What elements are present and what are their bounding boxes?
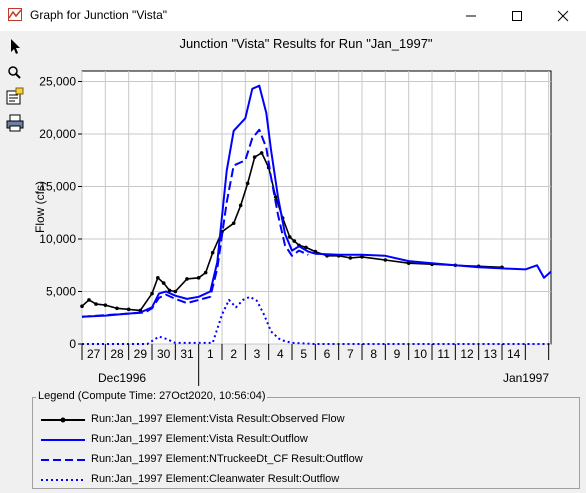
x-tick-label: 7 [347,347,354,361]
legend: Run:Jan_1997 Element:Vista Result:Observ… [30,389,582,489]
y-tick-label: 15,000 [39,180,76,194]
x-tick-label: 9 [394,347,401,361]
series-line-1 [81,84,552,318]
x-tick-label: 28 [110,347,124,361]
series-point [348,256,353,260]
legend-frame: Run:Jan_1997 Element:Vista Result:Observ… [32,397,580,489]
series-line-3 [82,295,551,345]
series-point [259,151,264,155]
series-point [196,276,201,280]
series-point [304,245,308,250]
x-month-label: Jan1997 [503,371,549,385]
legend-entry-vista-outflow: Run:Jan_1997 Element:Vista Result:Outflo… [41,432,561,448]
series-point [287,235,292,239]
series-point [360,255,364,259]
y-axis-label: Flow (cfs) [33,181,47,233]
x-tick-label: 13 [484,347,498,361]
minimize-button[interactable] [448,0,494,31]
x-tick-label: 3 [254,347,261,361]
properties-tool[interactable] [5,87,25,107]
series-point [126,307,131,312]
series-point [231,221,236,226]
x-tick-label: 12 [460,347,474,361]
x-tick-label: 11 [437,347,450,361]
x-tick-label: 10 [414,347,428,361]
x-tick-label: 31 [180,347,194,361]
series-line-0 [81,152,503,312]
properties-icon [6,87,24,105]
x-tick-label: 5 [300,347,307,361]
series-point [292,239,297,243]
series-point [150,291,154,296]
series-point [203,270,208,275]
legend-entry-cleanwater-outflow: Run:Jan_1997 Element:Cleanwater Result:O… [41,472,561,488]
y-tick-label: 0 [69,337,76,351]
title-bar: Graph for Junction "Vista" [0,0,586,31]
plot-area: 0 5,000 10,000 15,000 20,000 25,000 27 28 29 30 31… [0,31,586,387]
series-point [185,277,189,281]
x-tick-label: 14 [507,347,521,361]
print-tool[interactable] [5,113,25,133]
x-tick-label: 4 [277,347,284,361]
series-point [94,302,98,306]
print-icon [6,114,24,132]
series-point [80,304,84,309]
series-point [238,203,243,208]
legend-swatch-observed [41,417,85,423]
legend-entry-observed: Run:Jan_1997 Element:Vista Result:Observ… [41,412,561,428]
series-point [173,289,178,294]
legend-swatch-ntruckee-outflow [41,459,85,461]
series-point [87,298,91,302]
legend-label-observed: Run:Jan_1997 Element:Vista Result:Observ… [91,413,345,425]
close-button[interactable] [540,0,586,31]
pointer-icon [11,39,20,54]
maximize-button[interactable] [494,0,540,31]
zoom-tool[interactable] [5,63,25,83]
x-tick-label: 30 [157,347,171,361]
series-point [156,276,160,280]
series-point [167,288,172,293]
series-point [115,306,119,311]
y-tick-label: 5,000 [46,285,76,299]
legend-label-cleanwater-outflow: Run:Jan_1997 Element:Cleanwater Result:O… [91,473,340,485]
x-tick-label: 27 [87,347,101,361]
series-point [210,250,215,255]
close-icon [557,10,569,22]
y-tick-label: 10,000 [39,232,76,246]
y-tick-label: 25,000 [39,75,76,89]
series-point [103,303,108,307]
series-point [252,155,257,159]
minimize-icon [466,15,476,17]
x-tick-label: 8 [370,347,377,361]
plot-frame [81,70,552,345]
chart-title: Junction "Vista" Results for Run "Jan_19… [179,36,432,51]
series-point [383,258,388,262]
series-point [245,181,250,186]
zoom-icon [8,66,21,79]
x-tick-label: 2 [230,347,237,361]
x-tick-label: 6 [324,347,331,361]
series-point [406,261,411,265]
legend-swatch-vista-outflow [41,439,85,441]
window-title: Graph for Junction "Vista" [30,8,168,22]
y-tick-label: 20,000 [39,127,76,141]
series-point [273,195,278,199]
x-month-label: Dec1996 [98,371,146,385]
legend-title: Legend (Compute Time: 27Oct2020, 10:56:0… [36,390,268,402]
legend-label-ntruckee-outflow: Run:Jan_1997 Element:NTruckeeDt_CF Resul… [91,453,363,465]
x-tick-label: 1 [207,347,214,361]
series-point [161,281,166,285]
maximize-icon [512,11,522,21]
legend-label-vista-outflow: Run:Jan_1997 Element:Vista Result:Outflo… [91,433,308,445]
legend-entry-ntruckee-outflow: Run:Jan_1997 Element:NTruckeeDt_CF Resul… [41,452,561,468]
app-icon [8,8,22,21]
series-line-2 [81,128,309,318]
x-tick-label: 29 [134,347,148,361]
legend-swatch-cleanwater-outflow [41,479,85,481]
pointer-tool[interactable] [5,37,25,57]
